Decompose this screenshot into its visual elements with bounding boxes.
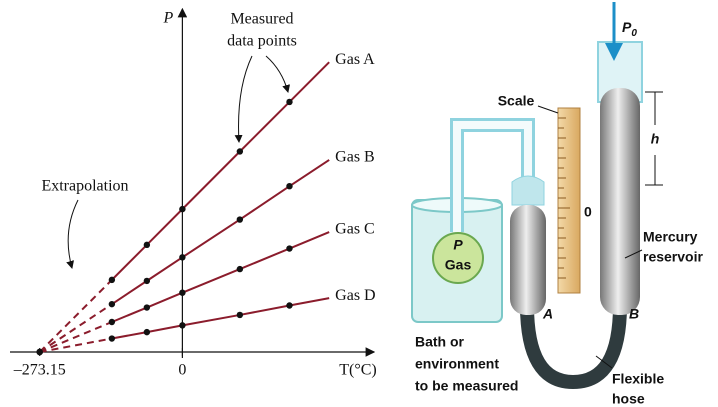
data-point [286,302,293,309]
data-point [286,98,293,106]
data-point [286,245,293,252]
leader [624,249,643,259]
data-point [179,205,186,213]
label: P [453,237,463,253]
data-line [111,61,330,281]
label: A [542,306,553,322]
data-point [236,148,244,155]
data-point [108,335,116,342]
label: Bath or [415,334,465,350]
data-point [236,216,244,223]
data-point [179,289,186,296]
label: Mercury [643,229,698,245]
data-point [179,322,186,329]
label: P [622,19,632,35]
series-label: Gas B [335,149,375,166]
label: reservoir [643,249,703,265]
x-tick-label: 0 [178,362,186,379]
flexible-hose [520,304,627,390]
gas-bulb [432,232,484,284]
data-point [36,348,43,356]
data-line [111,159,330,305]
scale-ticks [558,117,570,279]
label: P0 [622,19,637,39]
data-point [108,318,116,326]
manometer-diagram: Scale 0 P0 h Mercury reservoir P Gas Bat… [411,2,703,407]
label: 0 [584,204,592,220]
column-b [600,88,640,315]
annotation: Measured [230,11,293,28]
label: hose [612,391,645,407]
data-point [143,304,151,311]
y-axis-label: P [162,10,173,27]
annotation-arrow [66,199,79,269]
extrapolation-line [39,321,113,353]
x-tick-label: –273.15 [13,362,66,379]
chart: P T(°C) –273.15 0 Gas A Gas B Gas C Gas D Measur… [10,7,377,379]
annotation-arrow [234,55,253,143]
data-point [236,265,244,273]
annotation: Extrapolation [41,178,128,195]
data-point [143,277,151,285]
column-a [510,205,546,315]
leader [595,355,613,369]
scale [557,107,581,294]
data-point [143,241,151,249]
leader [537,105,559,114]
data-point [108,300,116,308]
label: environment [415,356,499,372]
x-axis-label: T(°C) [339,362,377,379]
data-point [286,182,293,190]
series-label: Gas C [335,221,375,238]
label: Scale [498,93,535,109]
label: Flexible [612,371,664,387]
extrapolation-line [38,279,113,353]
column-a-top [511,175,545,206]
label: 0 [631,28,637,39]
data-line [111,297,330,340]
label: to be measured [415,378,518,394]
extrapolation-line [39,337,113,353]
data-point [179,254,186,261]
annotation-arrow [265,55,291,93]
extrapolation-line [39,303,113,353]
data-point [236,311,244,319]
label: B [629,306,639,322]
data-line [111,231,330,323]
h-dimension [645,91,663,186]
label: Gas [445,257,472,273]
series-label: Gas D [335,287,375,304]
annotation: data points [227,33,297,50]
data-point [143,328,151,336]
data-point [108,276,116,284]
series-label: Gas A [335,51,375,68]
pipe-bore [453,121,532,232]
label: h [651,131,660,147]
